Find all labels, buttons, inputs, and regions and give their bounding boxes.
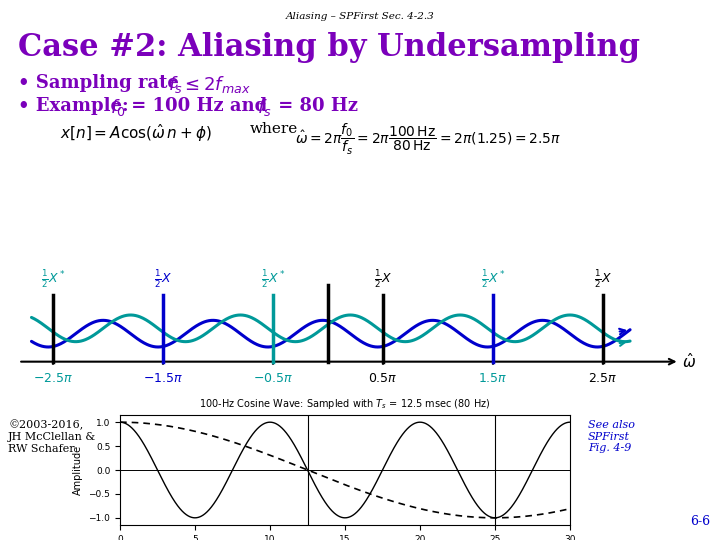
Text: $\frac{1}{2}X^*$: $\frac{1}{2}X^*$ (480, 268, 505, 291)
Text: $\frac{1}{2}X^*$: $\frac{1}{2}X^*$ (261, 268, 285, 291)
Text: • Sampling rate: • Sampling rate (18, 74, 185, 92)
Text: See also
SPFirst
Fig. 4-9: See also SPFirst Fig. 4-9 (588, 420, 635, 453)
Text: $f_s \leq 2f_{max}$: $f_s \leq 2f_{max}$ (168, 74, 251, 95)
Text: $\frac{1}{2}X^*$: $\frac{1}{2}X^*$ (41, 268, 66, 291)
Title: 100-Hz Cosine Wave: Sampled with $T_s$ = 12.5 msec (80 Hz): 100-Hz Cosine Wave: Sampled with $T_s$ =… (199, 397, 491, 410)
Text: = 80 Hz: = 80 Hz (272, 97, 358, 115)
Text: $f_s$: $f_s$ (257, 97, 271, 118)
Text: $\hat{\omega}$: $\hat{\omega}$ (682, 352, 696, 371)
Text: Aliasing – SPFirst Sec. 4-2.3: Aliasing – SPFirst Sec. 4-2.3 (286, 12, 434, 21)
Text: $-1.5\pi$: $-1.5\pi$ (143, 372, 184, 384)
Text: = 100 Hz and: = 100 Hz and (125, 97, 274, 115)
Text: 6-6: 6-6 (690, 515, 710, 528)
Text: where: where (250, 122, 298, 136)
Text: $1.5\pi$: $1.5\pi$ (478, 372, 508, 384)
Text: $-2.5\pi$: $-2.5\pi$ (33, 372, 73, 384)
Text: $2.5\pi$: $2.5\pi$ (588, 372, 618, 384)
Text: $\frac{1}{2}X$: $\frac{1}{2}X$ (374, 268, 392, 291)
Text: $\hat{\omega}=2\pi\dfrac{f_0}{f_s}=2\pi\dfrac{100\,\mathrm{Hz}}{80\,\mathrm{Hz}}: $\hat{\omega}=2\pi\dfrac{f_0}{f_s}=2\pi\… (295, 122, 562, 157)
Text: Case #2: Aliasing by Undersampling: Case #2: Aliasing by Undersampling (18, 32, 640, 63)
Text: $x[n]=A\cos(\hat{\omega}\, n+\phi)$: $x[n]=A\cos(\hat{\omega}\, n+\phi)$ (60, 122, 212, 144)
Text: $\frac{1}{2}X$: $\frac{1}{2}X$ (154, 268, 172, 291)
Text: • Example:: • Example: (18, 97, 135, 115)
Text: $\frac{1}{2}X$: $\frac{1}{2}X$ (594, 268, 611, 291)
Text: $0.5\pi$: $0.5\pi$ (368, 372, 397, 384)
Y-axis label: Amplitude: Amplitude (73, 445, 83, 495)
Text: ©2003-2016,
JH McClellan &
RW Schafer: ©2003-2016, JH McClellan & RW Schafer (8, 420, 96, 454)
Text: $f_0$: $f_0$ (110, 97, 125, 118)
Text: $-0.5\pi$: $-0.5\pi$ (253, 372, 293, 384)
